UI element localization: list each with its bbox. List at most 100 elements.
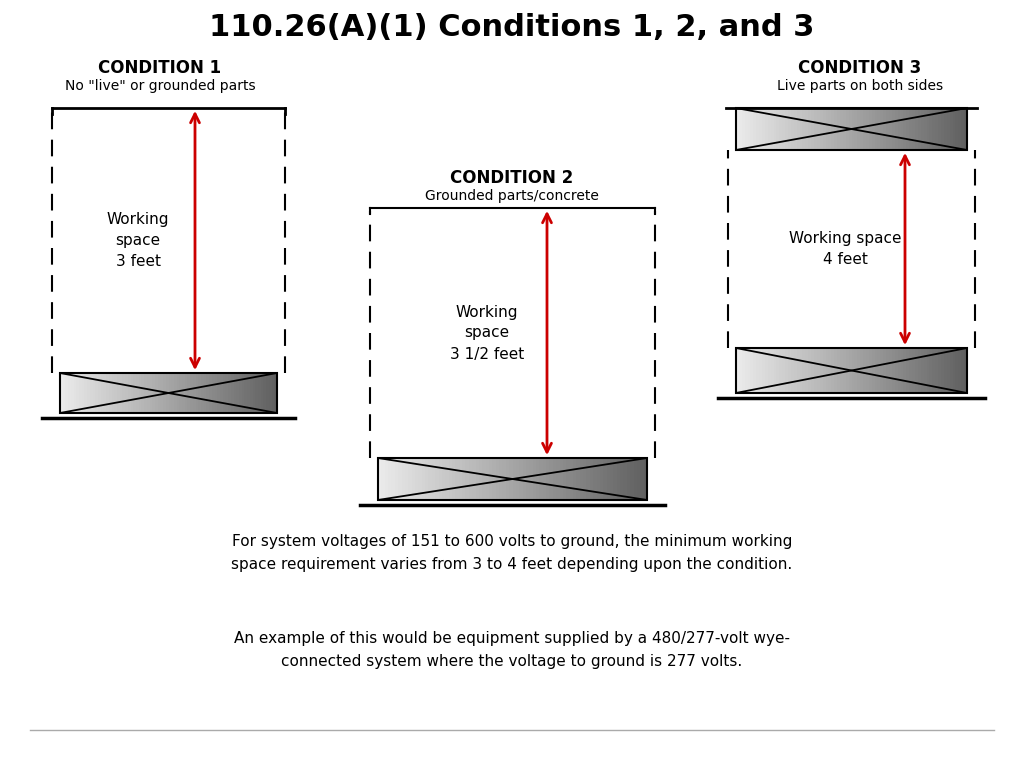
Bar <box>155 373 158 413</box>
Bar <box>566 458 570 500</box>
Bar <box>871 348 876 393</box>
Bar <box>381 458 385 500</box>
Bar <box>71 373 74 413</box>
Bar <box>637 458 641 500</box>
Bar <box>912 348 915 393</box>
Bar <box>469 458 473 500</box>
Bar <box>773 348 777 393</box>
Bar <box>242 373 245 413</box>
Bar <box>69 373 72 413</box>
Bar <box>892 348 895 393</box>
Bar <box>797 108 800 150</box>
Bar <box>158 373 161 413</box>
Bar <box>217 373 220 413</box>
Bar <box>794 348 797 393</box>
Bar <box>482 458 486 500</box>
Bar <box>828 108 831 150</box>
Bar <box>182 373 185 413</box>
Bar <box>569 458 573 500</box>
Bar <box>808 108 812 150</box>
Bar <box>822 348 826 393</box>
Bar <box>788 348 792 393</box>
Bar <box>144 373 147 413</box>
Bar <box>776 108 780 150</box>
Bar <box>800 108 803 150</box>
Bar <box>884 348 887 393</box>
Bar <box>171 373 174 413</box>
Bar <box>196 373 199 413</box>
Bar <box>768 348 771 393</box>
Bar <box>606 458 610 500</box>
Bar <box>748 348 751 393</box>
Bar <box>233 373 237 413</box>
Bar <box>479 458 482 500</box>
Bar <box>141 373 144 413</box>
Bar <box>909 348 912 393</box>
Bar <box>754 108 757 150</box>
Bar <box>269 373 272 413</box>
Bar <box>587 458 591 500</box>
Bar <box>854 108 858 150</box>
Bar <box>782 348 785 393</box>
Bar <box>938 348 941 393</box>
Text: For system voltages of 151 to 600 volts to ground, the minimum working
space req: For system voltages of 151 to 600 volts … <box>231 534 793 572</box>
Bar <box>912 108 915 150</box>
Bar <box>846 108 849 150</box>
Bar <box>805 108 809 150</box>
Bar <box>84 373 88 413</box>
Bar <box>860 108 863 150</box>
Bar <box>932 348 936 393</box>
Bar <box>776 348 780 393</box>
Bar <box>459 458 463 500</box>
Bar <box>878 108 881 150</box>
Bar <box>843 108 846 150</box>
Bar <box>496 458 500 500</box>
Bar <box>432 458 435 500</box>
Text: No "live" or grounded parts: No "live" or grounded parts <box>65 79 255 93</box>
Bar <box>857 348 860 393</box>
Bar <box>765 348 768 393</box>
Text: CONDITION 3: CONDITION 3 <box>799 59 922 77</box>
Bar <box>791 348 795 393</box>
Bar <box>60 373 278 413</box>
Bar <box>462 458 466 500</box>
Bar <box>814 108 817 150</box>
Bar <box>220 373 223 413</box>
Bar <box>146 373 150 413</box>
Bar <box>886 108 890 150</box>
Bar <box>247 373 251 413</box>
Bar <box>849 348 852 393</box>
Bar <box>133 373 136 413</box>
Bar <box>472 458 476 500</box>
Bar <box>924 108 927 150</box>
Bar <box>174 373 177 413</box>
Bar <box>106 373 110 413</box>
Bar <box>794 108 797 150</box>
Bar <box>199 373 202 413</box>
Bar <box>868 348 872 393</box>
Bar <box>906 108 909 150</box>
Bar <box>378 458 382 500</box>
Bar <box>624 458 628 500</box>
Text: Working space
4 feet: Working space 4 feet <box>788 231 901 267</box>
Bar <box>927 108 930 150</box>
Bar <box>543 458 547 500</box>
Bar <box>881 108 884 150</box>
Bar <box>811 348 814 393</box>
Bar <box>863 348 866 393</box>
Bar <box>489 458 493 500</box>
Bar <box>109 373 112 413</box>
Bar <box>250 373 253 413</box>
Bar <box>906 348 909 393</box>
Bar <box>884 108 887 150</box>
Bar <box>759 348 763 393</box>
Bar <box>112 373 115 413</box>
Bar <box>874 348 878 393</box>
Bar <box>475 458 479 500</box>
Bar <box>493 458 497 500</box>
Bar <box>449 458 453 500</box>
Bar <box>76 373 80 413</box>
Bar <box>837 108 841 150</box>
Bar <box>74 373 77 413</box>
Bar <box>739 108 742 150</box>
